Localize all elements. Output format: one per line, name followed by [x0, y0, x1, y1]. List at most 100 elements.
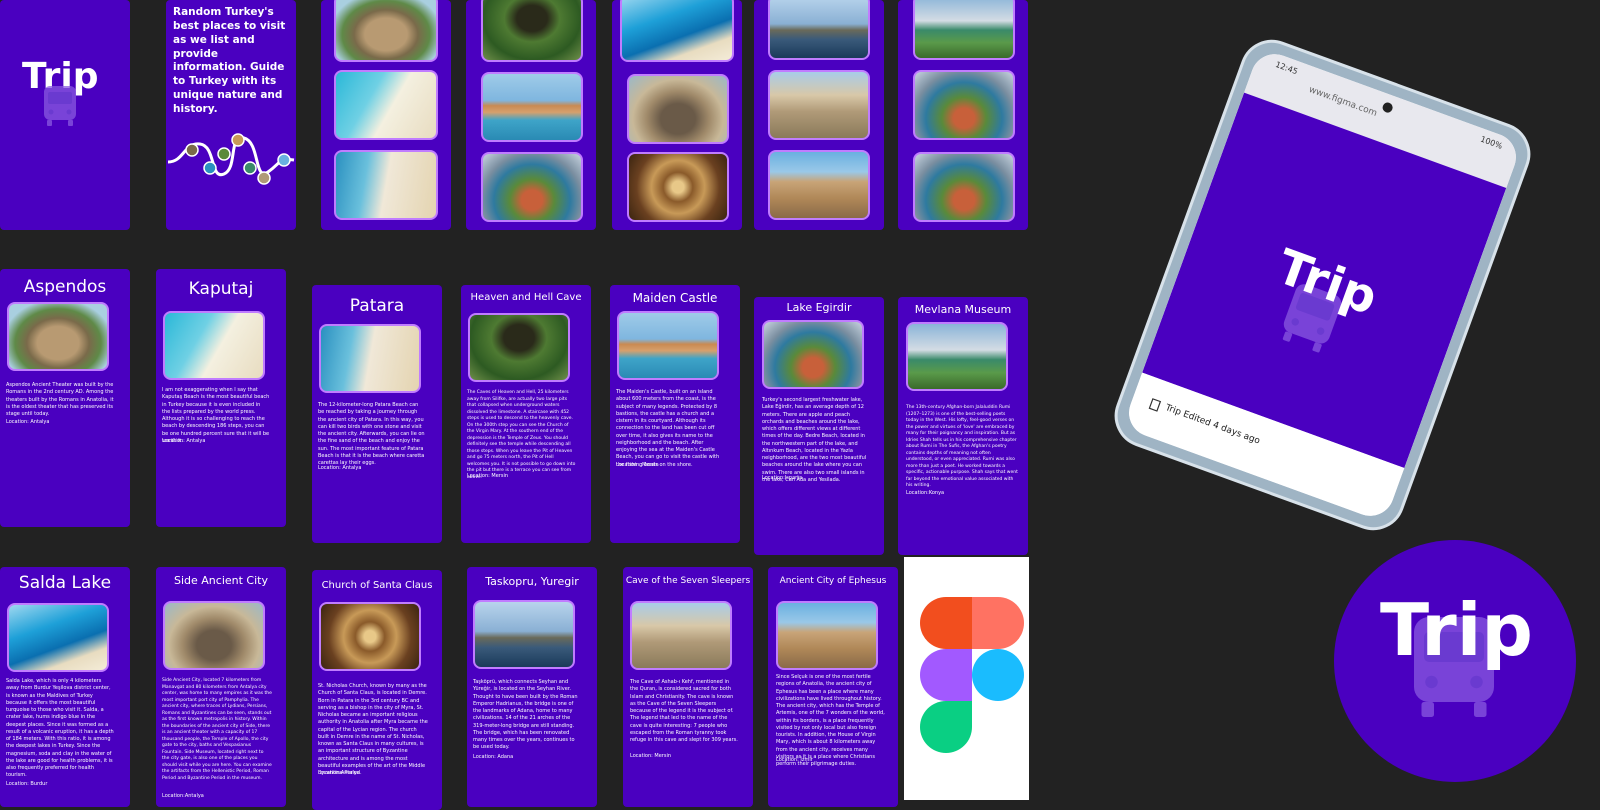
place-photo [617, 311, 719, 380]
place-description: Side Ancient City, located 7 kilometers … [162, 678, 272, 781]
place-description: I am not exaggerating when I say that Ka… [162, 387, 270, 444]
bus-icon [1282, 284, 1342, 353]
place-title: Taskopru, Yuregir [485, 575, 579, 588]
figma-footer[interactable]: Trip Edited 4 days ago [1122, 372, 1405, 523]
gallery-card-4[interactable] [754, 0, 884, 230]
place-description: Since Selçuk is one of the most fertile … [776, 674, 885, 767]
splash-card[interactable]: Trip [0, 0, 130, 230]
place-card-ancient-city-of-ephesus[interactable]: Ancient City of Ephesus Since Selçuk is … [768, 567, 898, 807]
gallery-photo[interactable] [627, 74, 729, 144]
place-title: Salda Lake [18, 573, 112, 593]
place-title: Cave of the Seven Sleepers [625, 576, 751, 586]
place-location: Location: Antalya [6, 419, 50, 425]
place-title: Lake Egirdir [786, 301, 852, 314]
phone-app-screen: Trip [1142, 92, 1507, 469]
place-description: The 12-kilometer-long Patara Beach can b… [318, 402, 425, 466]
place-photo [630, 601, 732, 670]
place-photo [319, 324, 421, 393]
gallery-photo[interactable] [913, 152, 1015, 222]
place-photo [163, 311, 265, 380]
place-photo [776, 601, 878, 670]
trip-logo: Trip [1380, 588, 1533, 672]
place-description: The Caves of Heaven and Hell, 25 kilomet… [467, 390, 576, 480]
place-card-cave-of-seven-sleepers[interactable]: Cave of the Seven Sleepers The Cave of A… [623, 567, 753, 807]
url-field[interactable]: www.figma.com [1307, 84, 1379, 119]
gallery-photo[interactable] [620, 0, 734, 62]
place-location: Location: Antalya [162, 438, 206, 444]
place-title: Church of Santa Claus [321, 580, 433, 591]
place-title: Kaputaj [188, 279, 254, 299]
intro-card[interactable]: Random Turkey's best places to visit as … [166, 0, 296, 230]
place-description: The Maiden's Castle, built on an island … [616, 389, 720, 468]
place-photo [7, 302, 109, 371]
phone-screen[interactable]: 12:45 100% www.figma.com Trip Trip Edite… [1122, 47, 1523, 523]
intro-tagline: Random Turkey's best places to visit as … [173, 6, 286, 116]
place-location: Location: Mersin [630, 753, 672, 759]
place-location: Location: Mersin [467, 473, 509, 479]
gallery-photo[interactable] [334, 70, 438, 140]
place-location: Location : Mersin [616, 462, 659, 468]
gallery-photo[interactable] [913, 70, 1015, 140]
gallery-photo[interactable] [768, 150, 870, 220]
figma-logo-icon [920, 597, 1024, 753]
gallery-photo[interactable] [334, 0, 438, 62]
place-card-aspendos[interactable]: Aspendos Aspendos Ancient Theater was bu… [0, 269, 130, 527]
bus-icon [44, 86, 76, 126]
place-location: Location: İzmir [776, 757, 813, 763]
gallery-photo[interactable] [627, 152, 729, 222]
place-description: Salda Lake, which is only 4 kilometers a… [6, 678, 114, 779]
place-title: Aspendos [23, 277, 107, 297]
file-icon [1148, 398, 1162, 412]
status-battery: 100% [1479, 134, 1504, 151]
gallery-photo[interactable] [768, 70, 870, 140]
place-title: Side Ancient City [174, 574, 268, 587]
place-card-side-ancient-city[interactable]: Side Ancient City Side Ancient City, loc… [156, 567, 286, 807]
place-card-lake-egirdir[interactable]: Lake Egirdir Turkey's second largest fre… [754, 297, 884, 555]
app-icon[interactable]: Trip [1334, 540, 1576, 782]
place-title: Maiden Castle [632, 291, 718, 305]
place-location: Location:Isparta [762, 475, 803, 481]
place-location: Location: Burdur [6, 781, 48, 787]
place-photo [906, 322, 1008, 391]
bus-icon [1414, 617, 1494, 717]
place-title: Heaven and Hell Cave [470, 292, 582, 303]
place-photo [762, 320, 864, 389]
place-photo [468, 313, 570, 382]
place-card-church-of-santa-claus[interactable]: Church of Santa Claus St. Nicholas Churc… [312, 570, 442, 810]
place-card-mevlana-museum[interactable]: Mevlana Museum The 13th-century Afghan-b… [898, 297, 1028, 555]
status-time: 12:45 [1274, 59, 1299, 77]
place-card-heaven-hell-cave[interactable]: Heaven and Hell Cave The Caves of Heaven… [461, 285, 591, 543]
place-title: Ancient City of Ephesus [779, 576, 887, 586]
gallery-card-1[interactable] [321, 0, 451, 230]
gallery-photo[interactable] [768, 0, 870, 60]
place-card-patara[interactable]: Patara The 12-kilometer-long Patara Beac… [312, 285, 442, 543]
gallery-photo[interactable] [481, 152, 583, 222]
gallery-card-5[interactable] [898, 0, 1028, 230]
place-description: The Cave of Ashab-ı Kehf, mentioned in t… [630, 679, 738, 743]
place-location: Location:Antalya [318, 770, 360, 776]
place-description: Turkey's second largest freshwater lake,… [762, 397, 867, 483]
figma-logo-tile[interactable] [904, 557, 1029, 800]
place-card-salda-lake[interactable]: Salda Lake Salda Lake, which is only 4 k… [0, 567, 130, 807]
place-location: Location: Antalya [318, 465, 362, 471]
place-card-taskopru-yuregir[interactable]: Taskopru, Yuregir Taşköprü, which connec… [467, 567, 597, 807]
place-card-maiden-castle[interactable]: Maiden Castle The Maiden's Castle, built… [610, 285, 740, 543]
gallery-photo[interactable] [481, 0, 583, 62]
gallery-photo[interactable] [334, 150, 438, 220]
place-photo [163, 601, 265, 670]
place-description: The 13th-century Afghan-born Jalaluddin … [906, 405, 1018, 489]
camera-icon [1380, 100, 1394, 114]
place-location: Location:Konya [906, 490, 945, 496]
gallery-photo[interactable] [481, 72, 583, 142]
gallery-photo[interactable] [913, 0, 1015, 60]
place-location: Location:Antalya [162, 793, 204, 799]
place-photo [319, 602, 421, 671]
gallery-card-3[interactable] [612, 0, 742, 230]
phone-mockup: 12:45 100% www.figma.com Trip Trip Edite… [1105, 30, 1540, 540]
place-card-kaputaj[interactable]: Kaputaj I am not exaggerating when I say… [156, 269, 286, 527]
place-title: Mevlana Museum [914, 303, 1012, 316]
place-photo [7, 603, 109, 672]
place-photo [473, 600, 575, 669]
route-map-illustration [167, 133, 295, 185]
gallery-card-2[interactable] [466, 0, 596, 230]
